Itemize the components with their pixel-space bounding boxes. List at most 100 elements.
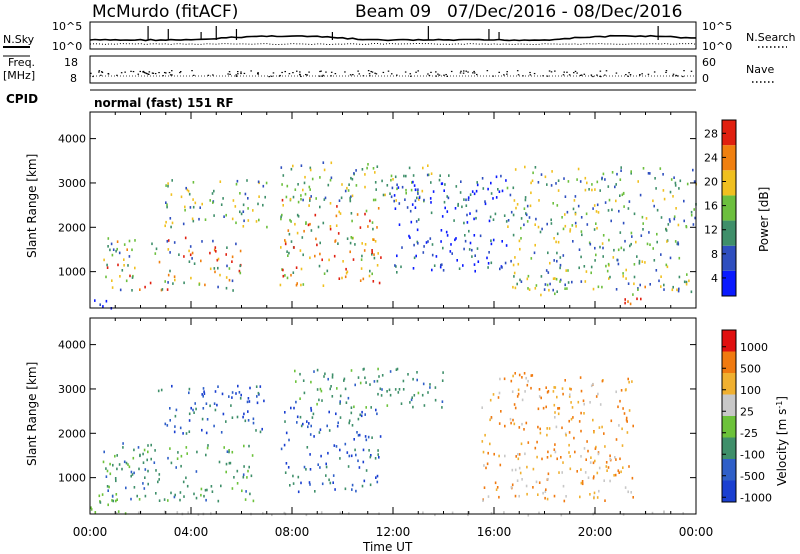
- data-cell: [331, 373, 334, 376]
- data-cell: [169, 419, 171, 422]
- freq-dot: [304, 73, 307, 76]
- data-cell: [217, 266, 219, 270]
- data-cell: [388, 388, 391, 392]
- data-cell: [143, 448, 146, 452]
- data-cell: [112, 248, 115, 251]
- data-cell: [376, 165, 379, 168]
- data-cell: [403, 174, 405, 178]
- data-cell: [512, 285, 514, 289]
- data-cell: [147, 469, 149, 473]
- data-cell: [329, 225, 332, 228]
- data-cell: [595, 222, 597, 225]
- freq-dot: [349, 74, 352, 76]
- data-cell: [138, 498, 141, 501]
- data-cell: [106, 266, 109, 269]
- colorbar-tick-label: 4: [711, 272, 718, 285]
- data-cell: [247, 197, 249, 200]
- data-cell: [205, 453, 207, 457]
- data-cell: [213, 214, 215, 217]
- data-cell: [537, 493, 539, 496]
- data-cell: [685, 225, 687, 228]
- data-cell: [188, 430, 191, 433]
- data-cell: [353, 172, 355, 175]
- data-cell: [302, 379, 305, 382]
- data-cell: [501, 189, 504, 193]
- data-cell: [395, 368, 398, 371]
- data-cell: [365, 209, 368, 213]
- data-cell: [577, 204, 580, 208]
- colorbar-segment: [722, 170, 736, 196]
- freq-dot: [92, 75, 94, 78]
- data-cell: [327, 451, 329, 455]
- freq-dot: [144, 72, 146, 74]
- data-cell: [281, 183, 283, 186]
- data-cell: [134, 239, 136, 242]
- data-cell: [564, 195, 567, 198]
- data-cell: [351, 177, 354, 181]
- freq-dot: [101, 71, 104, 74]
- data-cell: [329, 202, 332, 205]
- data-cell: [557, 179, 560, 182]
- data-cell: [528, 216, 531, 219]
- data-cell: [114, 477, 117, 480]
- data-cell: [555, 240, 557, 244]
- data-cell: [621, 193, 624, 197]
- data-cell: [217, 385, 219, 388]
- data-cell: [490, 512, 493, 515]
- data-cell: [292, 195, 295, 199]
- data-cell: [336, 205, 338, 208]
- data-cell: [583, 402, 585, 406]
- data-cell: [216, 403, 218, 407]
- data-cell: [518, 373, 521, 377]
- data-cell: [186, 484, 189, 488]
- freq-dot: [498, 71, 500, 73]
- colorbar-segment: [722, 245, 736, 271]
- data-cell: [630, 172, 632, 175]
- freq-dot: [318, 75, 321, 77]
- freq-dot: [672, 75, 674, 77]
- data-cell: [667, 223, 670, 226]
- data-cell: [169, 217, 172, 220]
- data-cell: [475, 209, 478, 213]
- data-cell: [501, 266, 503, 269]
- data-cell: [527, 287, 529, 290]
- data-cell: [678, 275, 681, 279]
- colorbar-tick-label: -1000: [740, 491, 772, 504]
- data-cell: [441, 215, 444, 218]
- data-cell: [166, 240, 169, 243]
- data-cell: [509, 417, 512, 421]
- data-cell: [497, 396, 500, 399]
- data-cell: [202, 387, 205, 390]
- data-cell: [487, 451, 489, 455]
- data-cell: [477, 260, 480, 263]
- data-cell: [290, 406, 292, 410]
- freq-dot: [387, 70, 390, 72]
- noise-sky-line: [89, 34, 696, 42]
- data-cell: [376, 264, 379, 267]
- data-cell: [226, 264, 228, 268]
- data-cell: [314, 254, 316, 258]
- data-cell: [631, 235, 633, 238]
- data-cell: [565, 269, 567, 272]
- data-cell: [631, 380, 633, 383]
- data-cell: [493, 452, 495, 456]
- data-cell: [220, 203, 223, 206]
- data-cell: [357, 459, 359, 463]
- freq-dot: [563, 71, 565, 73]
- data-cell: [377, 252, 379, 255]
- data-cell: [537, 407, 540, 411]
- data-cell: [562, 227, 565, 231]
- data-cell: [280, 217, 282, 221]
- data-cell: [262, 512, 264, 515]
- data-cell: [300, 164, 303, 167]
- freq-dot: [120, 72, 123, 74]
- data-cell: [142, 482, 144, 485]
- data-cell: [300, 197, 302, 201]
- data-cell: [468, 229, 470, 233]
- freq-dot: [163, 71, 166, 74]
- data-cell: [229, 461, 232, 465]
- data-cell: [116, 454, 118, 457]
- data-cell: [217, 285, 219, 289]
- data-cell: [605, 264, 607, 268]
- data-cell: [131, 248, 133, 252]
